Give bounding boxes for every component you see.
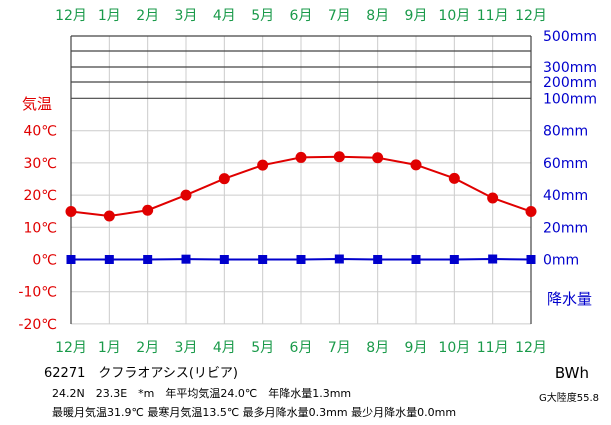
precipitation-axis-title: 降水量: [547, 290, 592, 308]
temperature-tick-label: 40℃: [23, 124, 57, 140]
month-label: 12月: [55, 340, 87, 356]
precipitation-tick-label: 60mm: [543, 156, 588, 172]
precipitation-tick-label: 500mm: [543, 29, 597, 45]
month-label: 10月: [438, 340, 470, 356]
temperature-tick-label: -20℃: [18, 317, 57, 333]
temperature-point: [218, 173, 230, 185]
month-label: 10月: [438, 8, 470, 24]
precipitation-point: [373, 255, 383, 264]
temperature-point: [180, 189, 192, 201]
station-summary-line2: 最暖月気温31.9℃ 最寒月気温13.5℃ 最多月降水量0.3mm 最少月降水量…: [52, 406, 457, 419]
temperature-tick-label: 10℃: [23, 220, 57, 236]
month-label: 3月: [175, 8, 198, 24]
temperature-point: [372, 152, 384, 164]
temperature-point: [410, 159, 422, 171]
temperature-point: [103, 210, 115, 222]
temperature-point: [487, 192, 499, 204]
month-label: 2月: [136, 340, 159, 356]
precipitation-tick-label: 0mm: [543, 253, 579, 269]
temperature-point: [525, 206, 537, 218]
month-label: 9月: [405, 8, 428, 24]
station-title: 62271 クフラオアシス(リビア): [44, 366, 238, 381]
precipitation-tick-label: 100mm: [543, 91, 597, 107]
month-label: 12月: [515, 8, 547, 24]
precipitation-tick-label: 40mm: [543, 188, 588, 204]
month-label: 1月: [98, 340, 121, 356]
month-label: 6月: [290, 340, 313, 356]
continentality-index: G大陸度55.8: [538, 393, 599, 404]
temperature-tick-label: 30℃: [23, 156, 57, 172]
temperature-point: [257, 159, 269, 171]
temperature-point: [142, 204, 154, 216]
temperature-point: [295, 151, 307, 163]
precipitation-point: [334, 254, 344, 264]
temperature-tick-label: -10℃: [18, 285, 57, 301]
chart-grid: [70, 35, 532, 325]
precipitation-point: [449, 255, 459, 264]
temperature-point: [448, 172, 460, 184]
precipitation-tick-label: 80mm: [543, 124, 588, 140]
precipitation-tick-label: 200mm: [543, 75, 597, 91]
station-summary-line1: 24.2N 23.3E *m 年平均気温24.0℃ 年降水量1.3mm: [52, 387, 352, 400]
precipitation-point: [488, 254, 498, 264]
bottom-month-labels: 12月 1月 2月 3月 4月 5月 6月 7月 8月 9月 10月 11月 12月: [55, 340, 547, 356]
precipitation-tick-label: 20mm: [543, 220, 588, 236]
temperature-point: [65, 206, 77, 218]
month-label: 9月: [405, 340, 428, 356]
month-label: 1月: [98, 8, 121, 24]
month-label: 8月: [366, 340, 389, 356]
climate-code: BWh: [554, 364, 589, 382]
month-label: 8月: [366, 8, 389, 24]
precipitation-point: [181, 254, 191, 264]
month-label: 11月: [477, 8, 509, 24]
precipitation-point: [143, 255, 153, 264]
month-label: 6月: [290, 8, 313, 24]
month-label: 2月: [136, 8, 159, 24]
temperature-tick-labels: 40℃ 30℃ 20℃ 10℃ 0℃ -10℃ -20℃: [18, 124, 57, 333]
top-month-labels: 12月 1月 2月 3月 4月 5月 6月 7月 8月 9月 10月 11月 12月: [55, 8, 547, 24]
precipitation-point: [526, 255, 536, 264]
precipitation-point: [411, 255, 421, 264]
month-label: 3月: [175, 340, 198, 356]
month-label: 5月: [251, 340, 274, 356]
temperature-tick-label: 20℃: [23, 188, 57, 204]
precipitation-point: [66, 255, 76, 264]
precipitation-point: [296, 255, 306, 264]
month-label: 11月: [477, 340, 509, 356]
month-label: 12月: [515, 340, 547, 356]
precipitation-point: [219, 255, 229, 264]
temperature-axis-title: 気温: [22, 95, 52, 113]
month-label: 4月: [213, 8, 236, 24]
temperature-point: [333, 151, 345, 163]
precipitation-point: [258, 255, 268, 264]
precipitation-point: [104, 255, 114, 264]
chart-series: [65, 151, 537, 264]
precipitation-tick-label: 300mm: [543, 60, 597, 76]
month-label: 7月: [328, 8, 351, 24]
month-label: 4月: [213, 340, 236, 356]
temperature-tick-label: 0℃: [32, 253, 57, 269]
month-label: 7月: [328, 340, 351, 356]
month-label: 12月: [55, 8, 87, 24]
month-label: 5月: [251, 8, 274, 24]
